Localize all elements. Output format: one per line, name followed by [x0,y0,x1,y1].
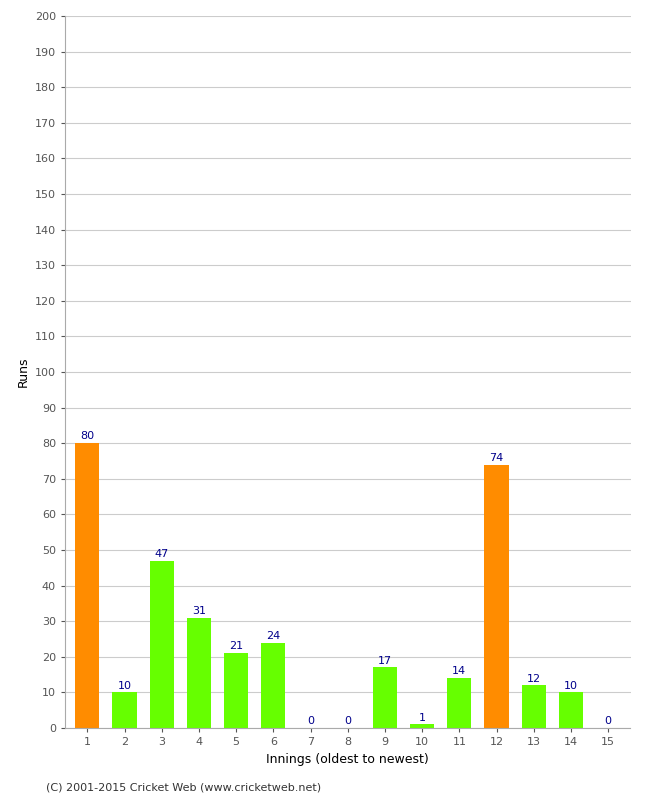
Bar [224,654,248,728]
X-axis label: Innings (oldest to newest): Innings (oldest to newest) [266,753,429,766]
Text: 1: 1 [419,713,426,722]
Text: 24: 24 [266,630,280,641]
Text: 10: 10 [564,681,578,690]
Bar [373,667,397,728]
Y-axis label: Runs: Runs [16,357,29,387]
Bar [522,686,546,728]
Bar [559,693,583,728]
Text: 17: 17 [378,656,392,666]
Text: 80: 80 [80,431,94,442]
Bar [410,725,434,728]
Text: 10: 10 [118,681,131,690]
Text: 21: 21 [229,642,243,651]
Bar [484,465,509,728]
Text: 12: 12 [526,674,541,683]
Bar [261,642,285,728]
Text: 0: 0 [307,716,314,726]
Bar [187,618,211,728]
Text: 31: 31 [192,606,206,616]
Text: 74: 74 [489,453,504,462]
Bar [150,561,174,728]
Bar [447,678,471,728]
Text: 47: 47 [155,549,169,559]
Text: (C) 2001-2015 Cricket Web (www.cricketweb.net): (C) 2001-2015 Cricket Web (www.cricketwe… [46,782,320,792]
Text: 14: 14 [452,666,467,676]
Bar [112,693,136,728]
Text: 0: 0 [344,716,351,726]
Bar [75,443,99,728]
Text: 0: 0 [604,716,612,726]
